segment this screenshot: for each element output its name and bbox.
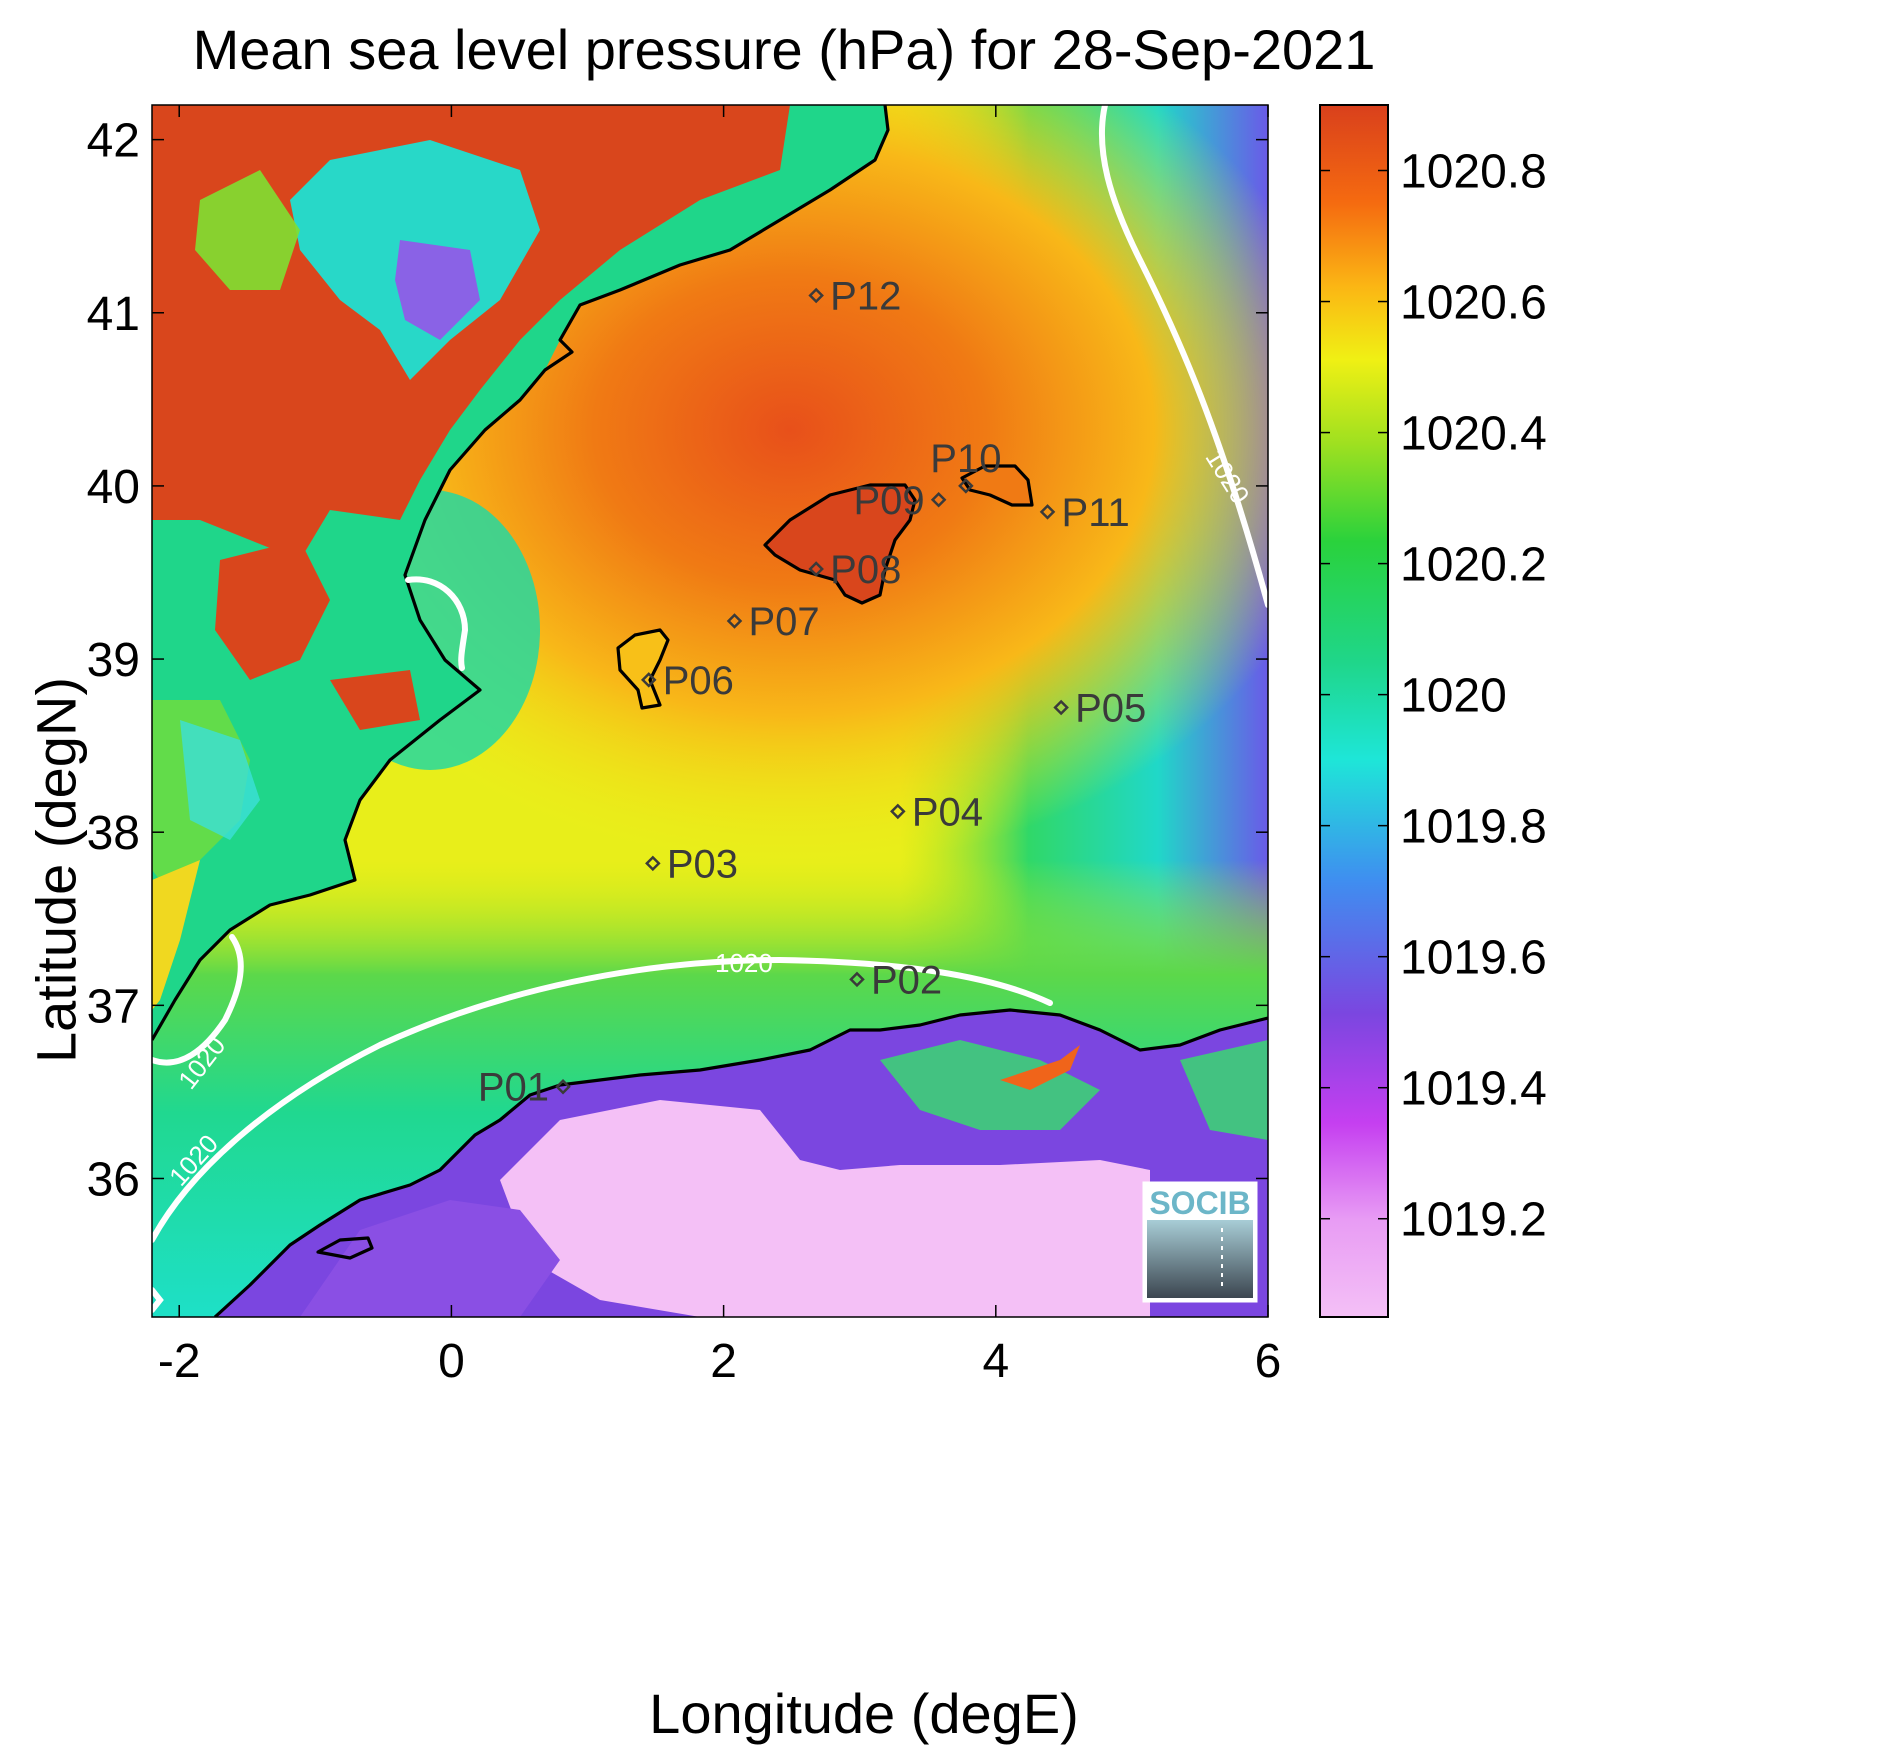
iberia-coastline — [152, 105, 890, 1041]
station-label: P12 — [830, 274, 901, 318]
africa-low-core — [500, 1100, 1150, 1317]
ibiza-coastline — [616, 628, 670, 710]
africa-green-speckle — [880, 1040, 1268, 1140]
colorbar-tick-label: 1019.4 — [1400, 1063, 1547, 1116]
station-p02: P02 — [849, 958, 942, 1002]
menorca-land — [962, 466, 1032, 505]
station-marker-icon — [640, 672, 657, 688]
colorbar-tick-label: 1020.6 — [1400, 277, 1547, 330]
logo-gradient — [1147, 1220, 1253, 1298]
iberia-green-ridge — [195, 170, 300, 290]
station-label: P11 — [1062, 491, 1130, 535]
logo-text: SOCIB — [1149, 1185, 1250, 1221]
figure-title: Mean sea level pressure (hPa) for 28-Sep… — [192, 18, 1376, 81]
station-label: P09 — [853, 479, 924, 523]
socib-logo: SOCIB — [1142, 1181, 1258, 1303]
colorbar-tick-label: 1020.2 — [1400, 539, 1547, 592]
colorbar-ticks: 1019.2 1019.4 1019.6 1019.8 1020 1020.2 1020.4… — [1320, 146, 1547, 1247]
station-label: P08 — [830, 548, 901, 592]
contours-1020 — [152, 105, 1268, 1313]
y-tick-label: 42 — [87, 115, 140, 168]
station-label: P07 — [748, 600, 819, 644]
iberia-coastal-cyan — [180, 720, 260, 840]
station-p01: P01 — [478, 1066, 571, 1110]
y-tick-label: 38 — [87, 807, 140, 860]
pressure-map: 1020 1020 1020 1020 P01P02P03P04P05P06P0… — [87, 104, 1547, 1388]
y-tick-label: 37 — [87, 980, 140, 1033]
colorbar-tick-label: 1019.2 — [1400, 1194, 1547, 1247]
colorbar-tick-label: 1020.8 — [1400, 146, 1547, 199]
contour-label-south: 1020 — [715, 948, 773, 978]
station-p06: P06 — [640, 659, 734, 703]
station-marker-icon — [808, 561, 824, 577]
ibiza-land — [618, 630, 668, 708]
station-label: P03 — [667, 842, 738, 886]
station-marker-icon — [930, 491, 947, 508]
contour-east — [1098, 105, 1268, 608]
contour-south — [152, 956, 1053, 1243]
y-tick-label: 39 — [87, 634, 140, 687]
station-label: P10 — [930, 437, 1001, 481]
station-label: P06 — [663, 659, 734, 703]
station-marker-icon — [849, 971, 865, 988]
station-p11: P11 — [1039, 491, 1130, 535]
x-tick-label: 2 — [710, 1335, 737, 1388]
station-p09: P09 — [853, 479, 947, 523]
station-p03: P03 — [645, 842, 738, 886]
colorbar — [1319, 104, 1389, 1318]
station-p04: P04 — [890, 790, 983, 834]
x-tick-label: -2 — [158, 1335, 201, 1388]
iberia-west-edge — [152, 860, 200, 1010]
y-axis-ticks: 36 37 38 39 40 41 42 — [87, 115, 1268, 1206]
station-label: P05 — [1075, 687, 1146, 731]
station-marker-icon — [555, 1078, 571, 1095]
menorca-coastline — [960, 464, 1034, 507]
station-p05: P05 — [1053, 687, 1146, 731]
station-marker-icon — [890, 803, 906, 820]
station-p07: P07 — [726, 600, 820, 644]
map-field: 1020 1020 1020 1020 P01P02P03P04P05P06P0… — [152, 105, 1268, 1317]
contour-southwest — [152, 934, 244, 1066]
y-tick-label: 41 — [87, 288, 140, 341]
station-p08: P08 — [808, 548, 901, 592]
station-marker-icon — [808, 287, 824, 304]
colorbar-tick-label: 1020 — [1400, 670, 1507, 723]
x-tick-label: 6 — [1255, 1335, 1282, 1388]
contour-gibraltar — [152, 1287, 164, 1313]
x-axis-ticks: -2 0 2 4 6 — [158, 105, 1281, 1388]
iberia-inland-low — [395, 240, 480, 340]
africa-coastline — [213, 1008, 1268, 1317]
station-marker-icon — [1053, 699, 1069, 716]
plot-frame — [151, 104, 1269, 1318]
x-axis-label: Longitude (degE) — [649, 1682, 1079, 1745]
station-label: P02 — [871, 958, 942, 1002]
contour-valencia — [405, 576, 469, 671]
africa-orange-streaks — [1000, 1045, 1080, 1090]
station-p10: P10 — [930, 437, 1001, 494]
x-tick-label: 4 — [982, 1335, 1009, 1388]
station-marker-icon — [958, 478, 974, 494]
alboran-island-coastline — [316, 1236, 374, 1260]
station-marker-icon — [1039, 504, 1056, 520]
x-tick-label: 0 — [438, 1335, 465, 1388]
station-marker-icon — [726, 613, 743, 629]
y-tick-label: 40 — [87, 461, 140, 514]
station-p12: P12 — [808, 274, 901, 318]
station-label: P01 — [478, 1066, 549, 1110]
station-marker-icon — [645, 855, 661, 872]
y-tick-label: 36 — [87, 1153, 140, 1206]
colorbar-tick-label: 1019.8 — [1400, 801, 1547, 854]
station-label: P04 — [912, 790, 983, 834]
mallorca-land — [765, 485, 915, 603]
africa-purple-mid — [300, 1200, 560, 1317]
iberia-southeast-patches — [215, 540, 420, 730]
colorbar-tick-label: 1019.6 — [1400, 932, 1547, 985]
colorbar-tick-label: 1020.4 — [1400, 408, 1547, 461]
figure: Mean sea level pressure (hPa) for 28-Sep… — [25, 18, 1547, 1745]
